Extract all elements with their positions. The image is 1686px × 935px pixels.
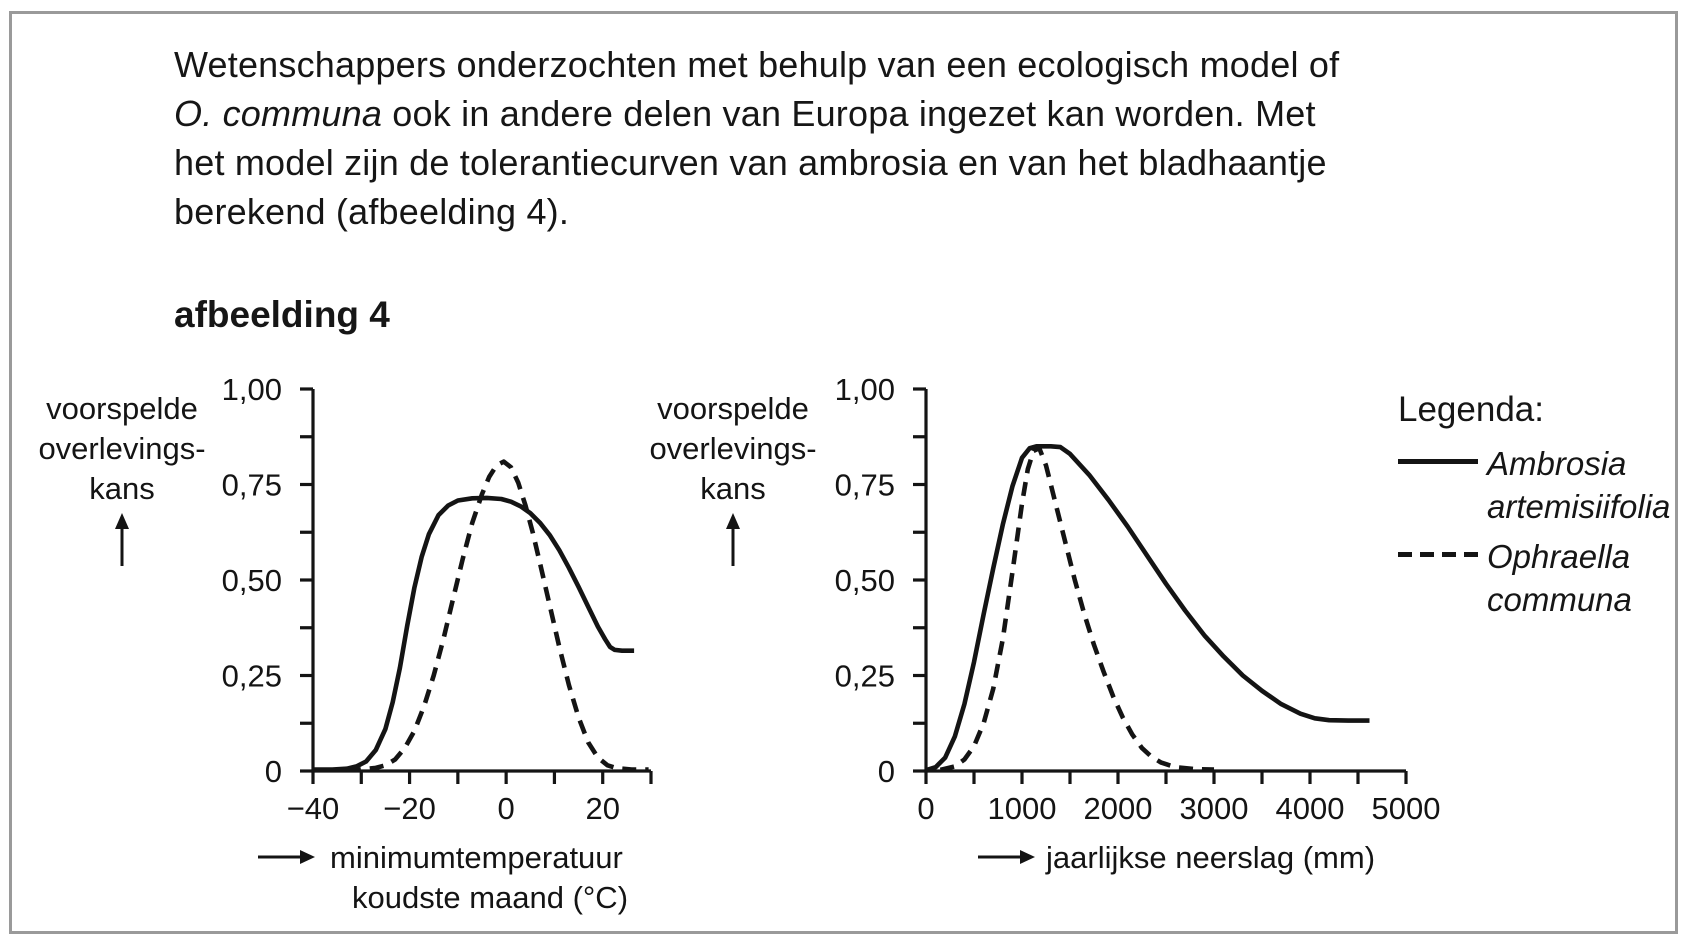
y-axis-title-line: voorspelde — [46, 391, 198, 426]
page-border-frame — [9, 11, 1678, 934]
intro-line: het model zijn de tolerantiecurven van a… — [174, 138, 1339, 187]
y-axis-tick-label: 0,50 — [835, 563, 895, 598]
x-axis-tick-label: −40 — [287, 791, 340, 826]
x-axis-tick-label: 1000 — [988, 791, 1057, 826]
intro-text-segment: Wetenschappers onderzochten met behulp v… — [174, 44, 1340, 85]
x-axis-tick-label: 0 — [917, 791, 934, 826]
y-axis-tick-label: 0,25 — [222, 659, 282, 694]
y-axis-title-line: voorspelde — [657, 391, 809, 426]
y-axis-title-line: overlevings- — [649, 431, 816, 466]
x-axis-title-line: minimumtemperatuur — [330, 840, 623, 875]
y-axis-tick-label: 0,75 — [835, 468, 895, 503]
intro-line: O. communa ook in andere delen van Europ… — [174, 89, 1339, 138]
y-axis-title-line: kans — [700, 471, 765, 506]
y-axis-tick-label: 1,00 — [835, 372, 895, 407]
x-axis-arrow-icon — [1020, 850, 1035, 864]
x-axis-tick-label: 20 — [585, 791, 619, 826]
y-axis-tick-label: 0,50 — [222, 563, 282, 598]
figure-label: afbeelding 4 — [174, 294, 390, 335]
y-axis-tick-label: 0,25 — [835, 659, 895, 694]
series-curve-ophraella — [939, 445, 1215, 773]
x-axis-arrow-icon — [300, 850, 315, 864]
species-name-inline: O. communa — [174, 93, 383, 134]
x-axis-title-line: jaarlijkse neerslag (mm) — [1045, 840, 1375, 875]
intro-text-segment: berekend (afbeelding 4). — [174, 191, 570, 232]
x-axis-title-line: koudste maand (°C) — [352, 880, 628, 915]
intro-line: berekend (afbeelding 4). — [174, 187, 1339, 236]
intro-line: Wetenschappers onderzochten met behulp v… — [174, 40, 1339, 89]
x-axis-tick-label: 3000 — [1180, 791, 1249, 826]
legend-entry-label-line: Ambrosia — [1487, 445, 1627, 482]
intro-text-segment: ook in andere delen van Europa ingezet k… — [382, 93, 1316, 134]
legend-entry-label: Ambrosia artemisiifolia — [1487, 442, 1670, 528]
x-axis-tick-label: 5000 — [1372, 791, 1441, 826]
y-axis-tick-label: 1,00 — [222, 372, 282, 407]
legend-entry-label-line: communa — [1487, 581, 1632, 618]
y-axis-tick-label: 0,75 — [222, 468, 282, 503]
intro-paragraph: Wetenschappers onderzochten met behulp v… — [174, 40, 1339, 236]
y-axis-tick-label: 0 — [265, 754, 282, 789]
y-axis-title-line: overlevings- — [38, 431, 205, 466]
y-axis-arrow-icon — [726, 513, 740, 529]
y-axis-title-line: kans — [89, 471, 154, 506]
series-curve-ophraella — [346, 459, 649, 773]
x-axis-tick-label: 4000 — [1276, 791, 1345, 826]
y-axis-tick-label: 0 — [878, 754, 895, 789]
legend-entry-label-line: artemisiifolia — [1487, 488, 1671, 525]
legend-title: Legenda: — [1398, 390, 1544, 429]
x-axis-tick-label: 2000 — [1084, 791, 1153, 826]
x-axis-tick-label: 0 — [498, 791, 515, 826]
legend-dashed-line-sample — [1398, 552, 1478, 557]
legend-entry-label-line: Ophraella — [1487, 538, 1631, 575]
x-axis-tick-label: −20 — [383, 791, 436, 826]
legend-solid-line-sample — [1398, 459, 1478, 464]
legend-entry-label: Ophraella communa — [1487, 535, 1632, 621]
y-axis-arrow-icon — [115, 513, 129, 529]
series-curve-ambrosia — [313, 495, 635, 772]
series-curve-ambrosia — [925, 444, 1370, 773]
intro-text-segment: het model zijn de tolerantiecurven van a… — [174, 142, 1327, 183]
